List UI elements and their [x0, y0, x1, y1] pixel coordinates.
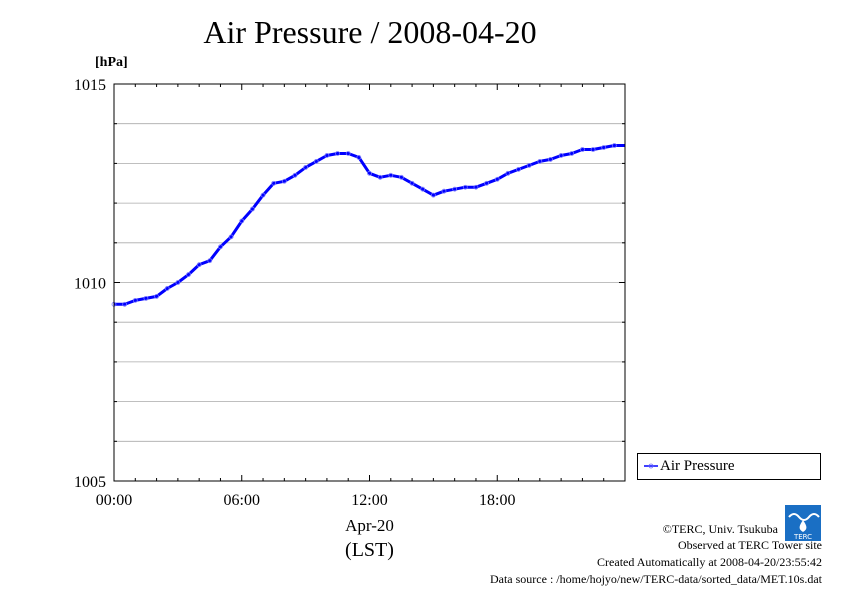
data-point	[175, 280, 181, 285]
chart-legend: Air Pressure	[637, 453, 821, 480]
data-point	[218, 244, 223, 250]
data-point	[569, 151, 575, 156]
data-point	[548, 157, 553, 162]
data-point	[186, 272, 191, 277]
data-point	[473, 184, 479, 190]
data-point	[611, 143, 617, 148]
chart-title: Air Pressure / 2008-04-20	[203, 14, 537, 50]
data-point	[335, 151, 340, 156]
y-axis-unit-label: [hPa]	[95, 55, 128, 70]
data-point	[494, 176, 500, 182]
data-point	[313, 159, 319, 164]
data-point	[452, 186, 458, 192]
data-point	[377, 174, 383, 180]
footer-source: Data source : /home/hojyo/new/TERC-data/…	[489, 572, 822, 586]
data-point	[399, 174, 404, 180]
data-point	[484, 180, 490, 186]
x-tick-label: 12:00	[351, 492, 387, 509]
data-point	[154, 293, 159, 299]
x-axis-label-timezone: (LST)	[345, 539, 394, 561]
data-point	[164, 286, 170, 291]
footer-copyright: ©TERC, Univ. Tsukuba	[662, 522, 778, 536]
data-point	[292, 172, 298, 178]
data-point	[345, 151, 351, 156]
data-point	[516, 166, 521, 172]
data-point	[324, 153, 330, 158]
series-line-air-pressure	[114, 144, 625, 306]
data-point	[303, 164, 309, 170]
footer-created: Created Automatically at 2008-04-20/23:5…	[597, 555, 822, 569]
data-point	[260, 192, 266, 198]
logo-text: TERC	[793, 533, 812, 541]
data-point	[122, 301, 128, 307]
footer-observed: Observed at TERC Tower site	[677, 538, 822, 552]
data-point	[430, 192, 436, 198]
legend-label-air-pressure: Air Pressure	[660, 458, 735, 474]
x-tick-label: 18:00	[479, 492, 515, 509]
data-point	[409, 180, 415, 186]
data-point	[441, 188, 447, 194]
terc-logo: TERC	[785, 505, 821, 541]
data-point	[196, 262, 202, 268]
data-point	[420, 186, 426, 192]
x-axis-label-date: Apr-20	[345, 516, 394, 535]
data-point	[143, 295, 149, 301]
x-tick-label: 00:00	[96, 492, 132, 509]
data-point	[388, 172, 394, 178]
y-tick-label: 1015	[74, 77, 106, 94]
y-tick-label: 1005	[74, 474, 106, 491]
x-tick-label: 06:00	[224, 492, 260, 509]
legend-swatch-air-pressure	[644, 463, 658, 469]
data-point	[590, 147, 596, 152]
data-point	[367, 170, 372, 176]
data-point	[249, 206, 255, 212]
data-point	[239, 218, 245, 224]
data-point	[356, 155, 362, 160]
data-point	[228, 234, 234, 240]
data-point	[526, 162, 532, 168]
y-tick-label: 1010	[74, 276, 106, 293]
data-point	[271, 180, 277, 186]
data-point	[505, 170, 511, 176]
data-point	[537, 159, 543, 164]
data-point	[207, 258, 213, 264]
data-point	[132, 297, 138, 303]
data-point	[601, 145, 607, 150]
data-point	[462, 184, 468, 190]
data-point	[558, 153, 564, 158]
data-point	[281, 178, 287, 184]
data-point	[580, 147, 585, 152]
